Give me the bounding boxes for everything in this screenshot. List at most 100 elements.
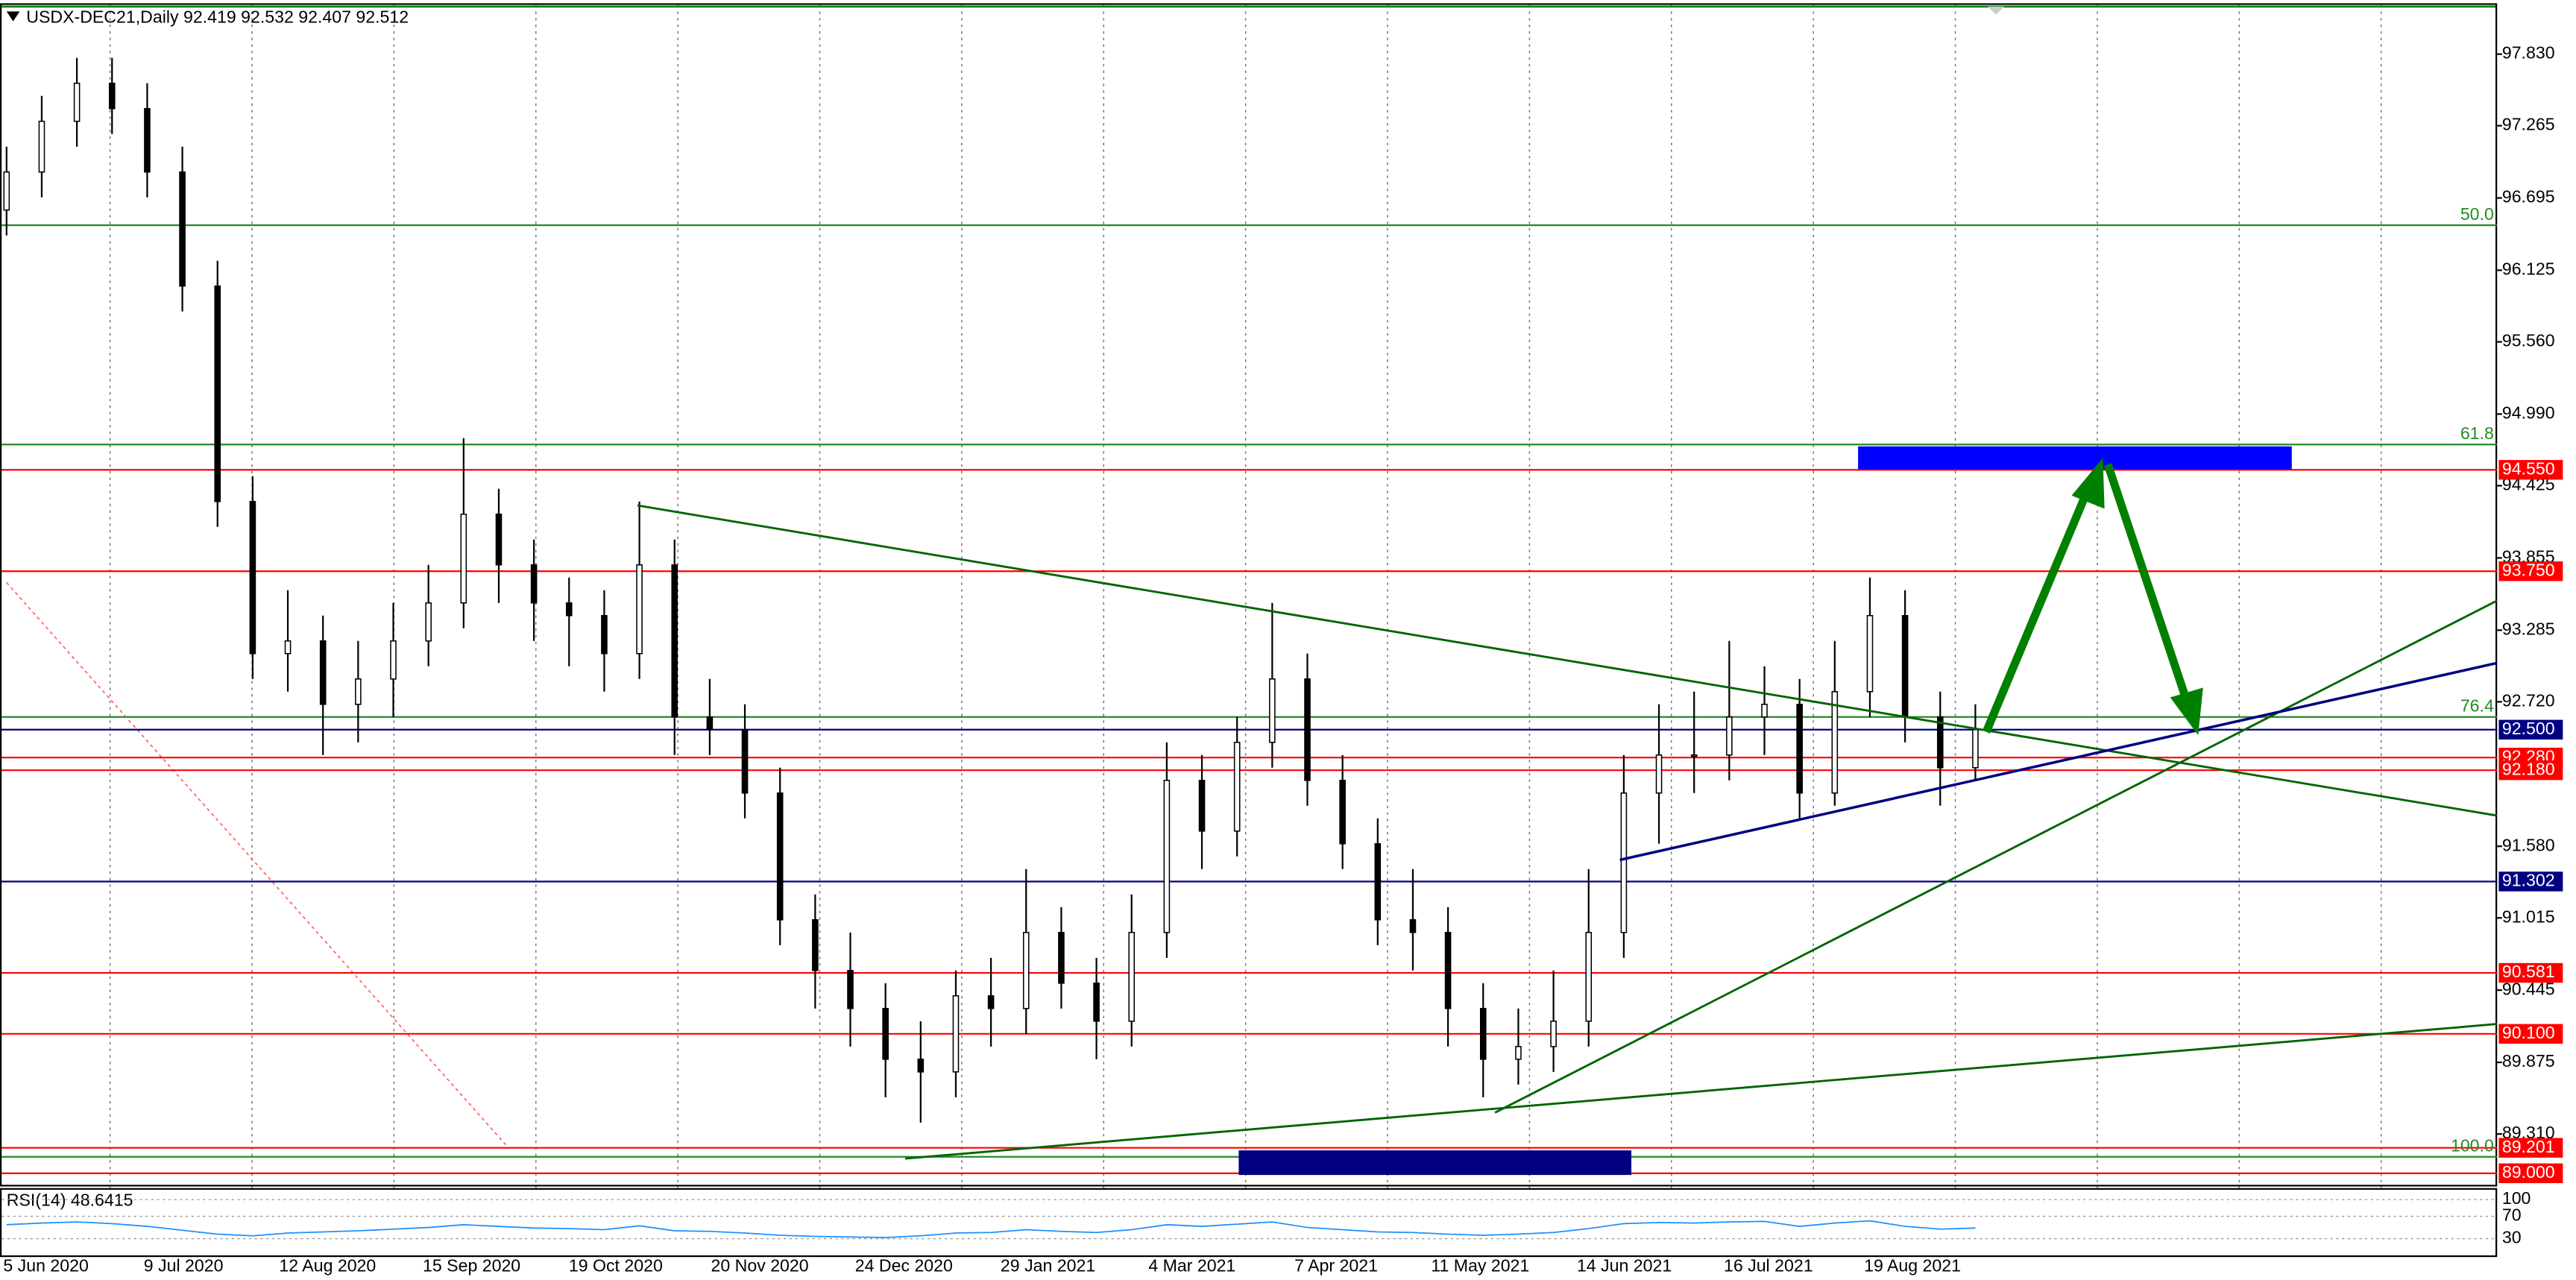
candle-body <box>1761 704 1768 718</box>
candle-body <box>636 564 643 655</box>
candle-body <box>249 500 256 655</box>
fib-label: 100.0 <box>2451 1136 2494 1156</box>
candle-body <box>1233 742 1241 832</box>
candle-body <box>1796 704 1803 794</box>
level-label: 89.201 <box>2502 1137 2555 1156</box>
arrow-down <box>2103 463 2191 702</box>
candle-body <box>495 513 503 566</box>
x-tick-label: 29 Jan 2021 <box>1001 1256 1095 1276</box>
candle-body <box>706 716 714 731</box>
candles <box>3 57 1979 1123</box>
y-tick-label: 94.990 <box>2502 403 2555 423</box>
y-tick-label: 97.265 <box>2502 115 2555 134</box>
diagonal-dotted-line <box>6 581 510 1150</box>
candle-body <box>1901 614 1909 718</box>
level-label-bg <box>2498 1138 2563 1158</box>
trendline <box>1494 599 2498 1114</box>
candle-body <box>1690 754 1698 757</box>
fib-label: 61.8 <box>2460 423 2494 443</box>
candle-body <box>601 614 608 655</box>
y-tick-label: 91.580 <box>2502 835 2555 854</box>
x-tick-label: 9 Jul 2020 <box>144 1256 224 1276</box>
x-tick-label: 15 Sep 2020 <box>423 1256 520 1276</box>
level-label: 89.000 <box>2502 1162 2555 1182</box>
y-tick-label: 97.830 <box>2502 43 2555 63</box>
level-label-bg <box>2498 1024 2563 1044</box>
x-tick-label: 19 Oct 2020 <box>569 1256 663 1276</box>
x-tick-label: 14 Jun 2021 <box>1577 1256 1672 1276</box>
header-icon <box>6 11 20 22</box>
candle-body <box>882 1008 889 1060</box>
x-tick-label: 20 Nov 2020 <box>711 1256 809 1276</box>
candle-body <box>108 82 116 110</box>
chart-title: USDX-DEC21,Daily 92.419 92.532 92.407 92… <box>26 7 409 26</box>
candle-body <box>144 107 151 173</box>
level-label-bg <box>2498 460 2563 480</box>
candle-body <box>1620 792 1628 933</box>
x-tick-label: 19 Aug 2021 <box>1864 1256 1961 1276</box>
candle-body <box>390 640 397 680</box>
rsi-line <box>6 1220 1976 1238</box>
candle-body <box>1515 1046 1522 1060</box>
candle-body <box>530 564 538 604</box>
candle-body <box>1374 843 1382 921</box>
rsi-tick-label: 70 <box>2502 1205 2522 1225</box>
y-tick-label: 89.875 <box>2502 1051 2555 1071</box>
x-tick-label: 7 Apr 2021 <box>1294 1256 1378 1276</box>
candle-body <box>1163 780 1171 933</box>
candle-body <box>1972 729 1979 769</box>
level-label-bg <box>2498 760 2563 781</box>
candle-body <box>1866 614 1874 693</box>
candle-body <box>847 970 854 1009</box>
x-tick-label: 16 Jul 2021 <box>1724 1256 1813 1276</box>
level-label: 92.500 <box>2502 719 2555 738</box>
candle-body <box>1831 691 1839 794</box>
candle-body <box>952 995 960 1073</box>
candle-body <box>460 513 467 604</box>
y-tick-label: 91.015 <box>2502 907 2555 926</box>
candle-body <box>179 171 186 287</box>
candle-body <box>1585 932 1593 1022</box>
y-tick-label: 95.560 <box>2502 331 2555 350</box>
y-tick-label: 96.125 <box>2502 259 2555 279</box>
x-tick-label: 12 Aug 2020 <box>279 1256 376 1276</box>
candle-body <box>1655 754 1663 794</box>
x-tick-label: 4 Mar 2021 <box>1148 1256 1235 1276</box>
candle-body <box>812 919 819 971</box>
fib-label: 76.4 <box>2460 696 2494 716</box>
level-labels: 50.061.876.4100.094.55093.75092.50092.28… <box>2451 204 2563 1184</box>
arrow-head <box>2170 687 2203 736</box>
candle-body <box>3 171 10 211</box>
candle-body <box>1444 932 1452 1009</box>
y-tick-label: 92.720 <box>2502 690 2555 710</box>
rsi-tick-label: 100 <box>2502 1188 2531 1208</box>
candle-body <box>1339 780 1346 845</box>
level-label: 90.100 <box>2502 1023 2555 1042</box>
support-zone <box>1238 1150 1632 1176</box>
candle-body <box>741 729 749 794</box>
level-label: 91.302 <box>2502 871 2555 890</box>
candle-body <box>1479 1008 1487 1060</box>
x-tick-label: 11 May 2021 <box>1431 1256 1529 1276</box>
candle-body <box>425 602 432 642</box>
shift-marker <box>1988 6 2005 15</box>
x-tick-label: 24 Dec 2020 <box>855 1256 953 1276</box>
plot-frame <box>0 3 2498 1187</box>
candle-body <box>284 640 292 655</box>
level-label-bg <box>2498 1163 2563 1184</box>
trendline <box>637 504 2498 817</box>
arrow-head <box>2071 458 2105 509</box>
candle-body <box>1269 678 1276 743</box>
forecast-arrows <box>1982 458 2203 736</box>
candle-body <box>355 678 362 705</box>
candle-body <box>1936 716 1944 769</box>
candle-body <box>1058 932 1065 984</box>
trendline <box>1619 661 2498 862</box>
candle-body <box>1128 932 1136 1022</box>
arrow-up <box>1982 487 2092 734</box>
level-label-bg <box>2498 871 2563 892</box>
x-axis: 5 Jun 2020 9 Jul 2020 12 Aug 2020 15 Sep 20… <box>3 1256 1961 1276</box>
